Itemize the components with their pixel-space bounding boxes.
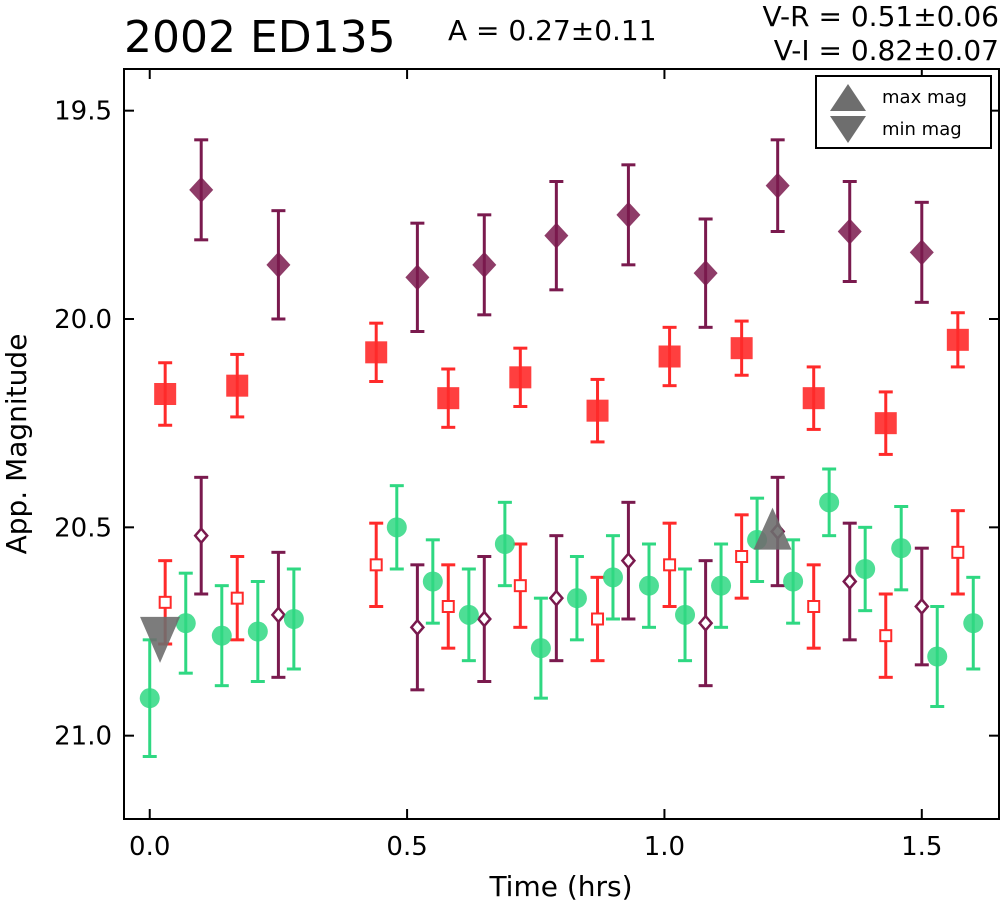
data-point	[369, 558, 383, 572]
data-point	[566, 588, 587, 609]
data-point	[158, 595, 172, 609]
y-tick-label: 19.5	[54, 97, 112, 127]
data-point	[639, 575, 659, 596]
data-point	[693, 260, 718, 287]
data-point	[154, 383, 177, 405]
data-point	[711, 575, 732, 596]
data-point	[544, 222, 569, 249]
data-point	[620, 551, 637, 570]
data-point	[586, 399, 609, 422]
data-point	[458, 604, 479, 625]
series-circle	[139, 467, 984, 758]
data-point	[914, 597, 930, 616]
v-i-color-label: V-I = 0.82±0.07	[773, 34, 999, 67]
data-point	[270, 605, 287, 624]
y-tick-label: 21.0	[54, 722, 112, 752]
x-tick-label: 0.5	[386, 832, 427, 862]
amplitude-label: A = 0.27±0.11	[448, 14, 657, 47]
series-diamond-open	[193, 475, 930, 692]
data-point	[951, 545, 965, 559]
data-point	[175, 613, 196, 634]
data-point	[879, 629, 893, 643]
legend-triangle-down-icon	[830, 116, 866, 143]
series-diamond-filled	[189, 138, 934, 333]
data-point	[211, 625, 232, 646]
data-point	[476, 610, 492, 628]
data-point	[437, 387, 460, 410]
data-point	[783, 571, 804, 592]
data-point	[663, 558, 677, 572]
data-point	[874, 412, 897, 435]
x-tick-label: 1.0	[644, 832, 685, 862]
data-point	[616, 201, 641, 228]
data-point	[842, 572, 858, 591]
min-mag-marker	[140, 616, 181, 663]
data-point	[697, 614, 714, 633]
v-r-color-label: V-R = 0.51±0.06	[762, 0, 999, 33]
data-point	[472, 251, 497, 278]
data-point	[675, 604, 696, 625]
data-point	[658, 345, 681, 368]
data-point	[247, 621, 268, 642]
data-point	[189, 176, 214, 203]
data-point	[230, 591, 244, 605]
y-tick-label: 20.0	[54, 305, 112, 335]
series-triangle-up	[753, 507, 792, 550]
x-tick-label: 1.5	[901, 832, 942, 862]
data-point	[807, 600, 821, 613]
axes: 0.0 0.5 1.0 1.5 19.5 20.0 20.5 21.0	[54, 69, 999, 862]
data-point	[283, 609, 304, 629]
chart-title: 2002 ED135	[124, 12, 396, 63]
data-point	[735, 550, 749, 563]
plot-marks	[139, 138, 984, 758]
plot-frame	[123, 68, 1000, 820]
data-point	[548, 589, 564, 608]
data-point	[802, 387, 825, 410]
series-triangle-down	[140, 616, 181, 663]
data-point	[509, 366, 532, 389]
data-point	[365, 341, 388, 364]
data-point	[441, 600, 455, 613]
data-point	[530, 638, 551, 659]
data-point	[266, 251, 291, 278]
legend: max mag min mag	[815, 75, 992, 149]
x-axis-label: Time (hrs)	[488, 870, 632, 903]
data-point	[226, 374, 249, 397]
legend-triangle-up-icon	[830, 84, 866, 111]
series-square-filled	[154, 311, 969, 456]
legend-label-min-mag: min mag	[882, 119, 962, 140]
legend-label-max-mag: max mag	[882, 87, 967, 108]
x-tick-label: 0.0	[129, 832, 170, 862]
data-point	[591, 612, 605, 626]
max-mag-marker	[753, 507, 792, 550]
data-point	[193, 526, 209, 545]
data-point	[513, 579, 527, 593]
data-point	[765, 172, 790, 199]
data-point	[386, 517, 407, 538]
data-point	[494, 534, 515, 554]
data-point	[927, 646, 948, 667]
data-point	[405, 264, 430, 291]
data-point	[730, 337, 753, 360]
y-tick-label: 20.5	[54, 513, 112, 543]
data-point	[409, 618, 426, 637]
series-square-open	[158, 509, 965, 679]
data-point	[422, 571, 443, 592]
data-point	[602, 567, 623, 588]
data-point	[909, 239, 934, 266]
data-point	[946, 328, 969, 351]
data-point	[891, 538, 912, 559]
y-axis-label: App. Magnitude	[0, 334, 33, 555]
data-point	[837, 218, 862, 245]
data-point	[139, 688, 160, 709]
data-point	[855, 559, 876, 579]
data-point	[963, 613, 984, 634]
data-point	[819, 492, 840, 513]
